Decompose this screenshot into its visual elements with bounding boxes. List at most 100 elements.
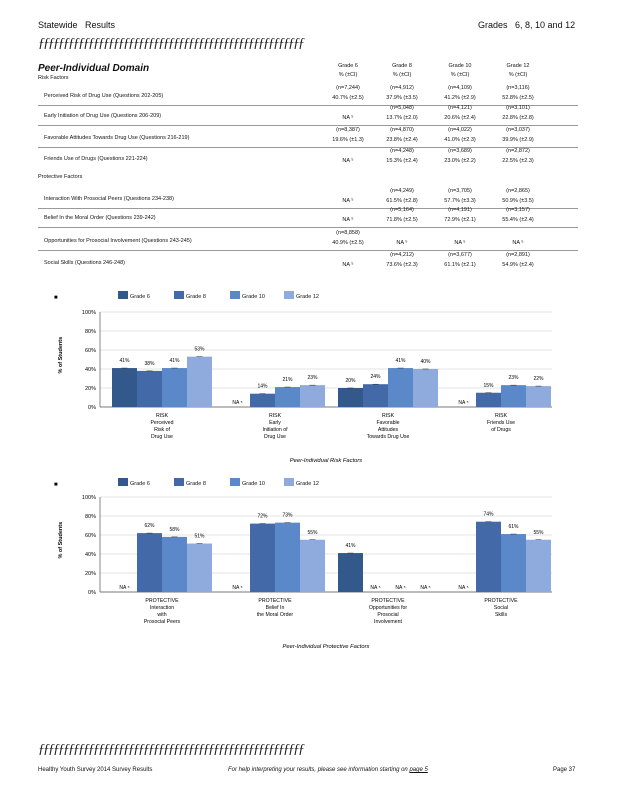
sample-size: (n=3,116): [506, 85, 530, 91]
sample-size: (n=2,865): [506, 188, 530, 194]
data-label: 58%: [169, 527, 180, 533]
percent-value: 71.8% (±2.5): [386, 217, 418, 223]
header-left: Statewide Results: [38, 20, 115, 30]
legend-label: Grade 12: [296, 294, 319, 300]
row-divider: [38, 105, 578, 106]
percent-value: 20.6% (±2.4): [444, 115, 476, 121]
domain-title: Peer-Individual Domain: [38, 63, 150, 74]
category-label: RISK: [269, 413, 282, 419]
row-divider: [38, 250, 578, 251]
na-label: NA ⁵: [420, 585, 430, 591]
category-label: Skills: [495, 612, 508, 618]
percent-value: 61.1% (±2.1): [444, 262, 476, 268]
grade-column-header: Grade 8: [392, 63, 412, 69]
category-label: RISK: [382, 413, 395, 419]
footer-page-number: Page 37: [553, 767, 576, 773]
pct-ci-header: % (±CI): [392, 72, 412, 78]
sample-size: (n=8,387): [336, 127, 360, 133]
legend-swatch: [174, 291, 184, 299]
category-label: Early: [269, 420, 281, 426]
data-label: 22%: [533, 376, 544, 382]
data-label: 41%: [119, 358, 130, 364]
data-label: 41%: [169, 358, 180, 364]
y-axis-label: % of Students: [58, 522, 64, 559]
sample-size: (n=3,157): [506, 207, 530, 213]
percent-value: 23.0% (±2.2): [444, 158, 476, 164]
category-label: of Drugs: [491, 427, 511, 433]
sample-size: (n=4,912): [390, 85, 414, 91]
legend-label: Grade 10: [242, 294, 265, 300]
sample-size: (n=4,248): [390, 148, 414, 154]
header-statewide: Statewide: [38, 20, 78, 30]
sample-size: (n=7,244): [336, 85, 360, 91]
grade-column-header: Grade 10: [448, 63, 472, 69]
data-label: 55%: [533, 530, 544, 536]
percent-value: 37.9% (±3.5): [386, 95, 418, 101]
table-row-label: Interaction With Prosocial Peers (Questi…: [44, 196, 174, 202]
table-row-label: Social Skills (Questions 246-248): [44, 260, 126, 266]
row-divider: [38, 147, 578, 148]
percent-value: 22.5% (±2.3): [502, 158, 534, 164]
percent-value: 22.8% (±2.8): [502, 115, 534, 121]
percent-value: 15.3% (±2.4): [386, 158, 418, 164]
bar: [501, 534, 526, 592]
row-divider: [38, 227, 578, 228]
header-grades-list: 6, 8, 10 and 12: [515, 20, 576, 30]
bar: [526, 386, 551, 407]
bar: [187, 356, 212, 407]
bar: [250, 393, 275, 407]
data-label: 21%: [282, 377, 293, 383]
sample-size: (n=4,212): [390, 252, 414, 258]
risk-factors-chart: ■ Grade 6 Grade 8 Grade 10 Grade 12 % of Stud…: [54, 291, 552, 464]
category-label: PROTECTIVE: [371, 598, 405, 604]
sample-size: (n=3,037): [506, 127, 530, 133]
header-grades: Grades 6, 8, 10 and 12: [478, 20, 575, 30]
na-label: NA ⁵: [458, 585, 468, 591]
percent-value: NA ⁵: [342, 217, 354, 223]
category-label: Interaction: [150, 605, 174, 611]
footer-help-text: For help interpreting your results, plea…: [228, 767, 408, 773]
percent-value: 23.8% (±2.4): [386, 137, 418, 143]
sample-size: (n=4,109): [448, 85, 472, 91]
percent-value: NA ⁵: [342, 262, 354, 268]
y-tick-label: 80%: [85, 329, 96, 335]
percent-value: 55.4% (±2.4): [502, 217, 534, 223]
category-label: Perceived: [150, 420, 173, 426]
sample-size: (n=4,870): [390, 127, 414, 133]
header-grades-label: Grades: [478, 20, 508, 30]
legend-swatch: [284, 478, 294, 486]
y-tick-label: 20%: [85, 386, 96, 392]
percent-value: NA ⁵: [512, 240, 524, 246]
y-tick-label: 80%: [85, 514, 96, 520]
bar: [413, 369, 438, 407]
legend-marker: ■: [54, 482, 58, 488]
risk-factors-title: Risk Factors: [38, 75, 69, 81]
sample-size: (n=4,121): [448, 105, 472, 111]
data-label: 62%: [144, 523, 155, 529]
y-tick-label: 0%: [88, 590, 96, 596]
category-label: Friends Use: [487, 420, 515, 426]
bar: [187, 543, 212, 592]
sample-size: (n=2,891): [506, 252, 530, 258]
percent-value: 50.9% (±3.5): [502, 198, 534, 204]
percent-value: NA ⁵: [342, 198, 354, 204]
table-row-label: Early Initiation of Drug Use (Questions …: [44, 113, 162, 119]
legend-swatch: [118, 478, 128, 486]
bar: [162, 368, 187, 407]
data-label: 14%: [257, 384, 268, 390]
table-row-label: Friends Use of Drugs (Questions 221-224): [44, 156, 148, 162]
category-label: Social: [494, 605, 508, 611]
percent-value: NA ⁵: [454, 240, 466, 246]
category-label: Towards Drug Use: [367, 434, 410, 440]
category-label: Prosocial Peers: [144, 619, 181, 625]
data-label: 15%: [483, 383, 494, 389]
percent-value: 57.7% (±3.3): [444, 198, 476, 204]
table-row-label: Opportunities for Prosocial Involvement …: [44, 238, 192, 244]
na-label: NA ⁵: [232, 585, 242, 591]
footer-page-link[interactable]: page 5: [409, 767, 428, 773]
percent-value: 72.9% (±2.1): [444, 217, 476, 223]
bar: [137, 533, 162, 592]
bar: [300, 539, 325, 592]
table-row-label: Perceived Risk of Drug Use (Questions 20…: [44, 93, 164, 99]
sample-size: (n=3,705): [448, 188, 472, 194]
